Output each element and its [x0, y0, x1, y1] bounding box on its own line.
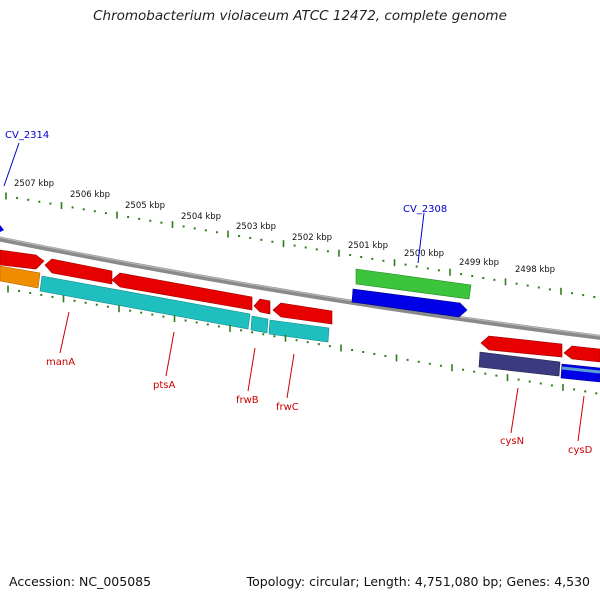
map-title: Chromobacterium violaceum ATCC 12472, co…: [93, 8, 507, 24]
leader-manA: [59, 311, 70, 354]
gene-forward-5[interactable]: [272, 302, 333, 325]
scale-label-2506: 2506 kbp: [70, 190, 110, 200]
gene-label-ptsA[interactable]: ptsA: [153, 380, 175, 391]
leader-frwB: [247, 347, 256, 392]
scale-label-2503: 2503 kbp: [236, 222, 276, 232]
genome-backbone: [0, 236, 600, 340]
scale-label-2505: 2505 kbp: [125, 201, 165, 211]
leader-cv2308: [417, 212, 425, 264]
gene-forward-6[interactable]: [480, 335, 563, 358]
gene-cv2314-edge[interactable]: [0, 225, 4, 232]
reverse-strand-genes: [0, 265, 600, 383]
gene-label-frwC[interactable]: frwC: [276, 402, 299, 413]
leader-ptsA: [165, 331, 175, 377]
gene-label-manA[interactable]: manA: [46, 357, 75, 368]
gene-forward-2[interactable]: [44, 258, 113, 285]
scale-label-2504: 2504 kbp: [181, 212, 221, 222]
gene-forward-1[interactable]: [0, 249, 45, 270]
gene-frwC[interactable]: [268, 319, 330, 343]
gene-cv2308-green[interactable]: [355, 268, 472, 300]
gene-label-cysN[interactable]: cysN: [500, 436, 524, 447]
gene-cysN[interactable]: [478, 351, 561, 377]
outer-scale-ticks: [5, 192, 596, 299]
forward-strand-genes: [0, 225, 600, 363]
gene-label-frwB[interactable]: frwB: [236, 395, 259, 406]
scale-label-2507: 2507 kbp: [14, 179, 54, 189]
gene-label-cv2314[interactable]: CV_2314: [5, 130, 49, 141]
scale-label-2498: 2498 kbp: [515, 265, 555, 275]
genome-backbone-highlight: [0, 236, 600, 337]
scale-label-2499: 2499 kbp: [459, 258, 499, 268]
scale-label-2501: 2501 kbp: [348, 241, 388, 251]
gene-cysD-overlap: [561, 366, 600, 374]
gene-label-cysD[interactable]: cysD: [568, 445, 593, 456]
gene-cv2308-blue[interactable]: [351, 288, 468, 318]
gene-forward-4[interactable]: [253, 298, 271, 315]
gene-ptsA[interactable]: [39, 275, 251, 330]
gene-orange[interactable]: [0, 265, 41, 289]
leader-cysN: [510, 387, 519, 434]
topology-label: Topology: circular; Length: 4,751,080 bp…: [246, 574, 590, 589]
gene-cysD[interactable]: [560, 363, 600, 383]
scale-label-2500: 2500 kbp: [404, 249, 444, 259]
leader-frwC: [286, 353, 295, 399]
gene-forward-3[interactable]: [111, 272, 253, 311]
gene-frwB[interactable]: [250, 315, 269, 334]
gene-label-cv2308[interactable]: CV_2308: [403, 204, 447, 215]
leader-cv2314: [3, 142, 20, 187]
leader-cysD: [577, 395, 585, 442]
scale-label-2502: 2502 kbp: [292, 233, 332, 243]
accession-label: Accession: NC_005085: [9, 574, 152, 589]
label-leaders: [3, 142, 585, 442]
inner-scale-ticks: [7, 285, 598, 395]
gene-forward-7[interactable]: [563, 345, 600, 363]
